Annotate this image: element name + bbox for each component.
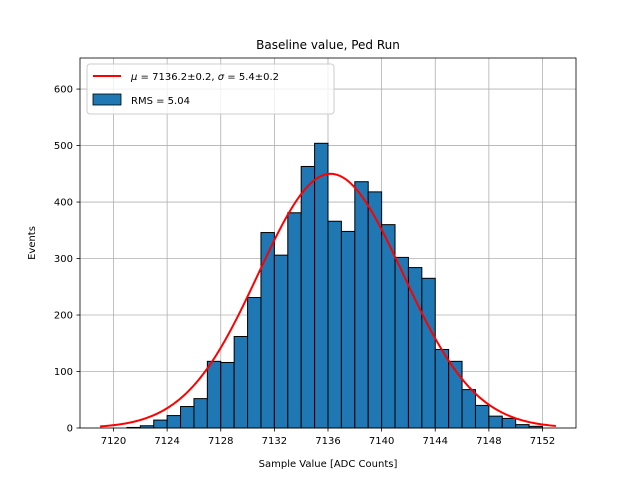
x-axis-label: Sample Value [ADC Counts] <box>259 459 398 470</box>
y-axis-ticks: 0 100 200 300 400 500 600 <box>54 85 80 435</box>
legend-sigma-symbol: σ <box>218 72 225 83</box>
y-tick-label: 400 <box>54 198 73 209</box>
x-tick-label: 7120 <box>101 436 126 447</box>
histogram-bars <box>126 142 543 429</box>
histogram-bar <box>166 415 182 429</box>
y-tick-label: 300 <box>54 254 73 265</box>
histogram-bar <box>233 335 249 429</box>
histogram-bar <box>273 254 289 429</box>
y-tick-label: 0 <box>67 424 73 435</box>
legend-mu-text: = 7136.2±0.2, <box>137 72 217 83</box>
legend-histogram-swatch <box>92 93 122 106</box>
histogram-bar <box>434 348 450 429</box>
x-tick-label: 7136 <box>315 436 340 447</box>
histogram-bar <box>474 404 490 429</box>
y-tick-label: 500 <box>54 141 73 152</box>
x-tick-label: 7140 <box>369 436 394 447</box>
legend-histogram-label: RMS = 5.04 <box>131 96 190 107</box>
y-tick-label: 100 <box>54 367 73 378</box>
histogram-bar <box>314 142 329 429</box>
x-axis-ticks: 7120 7124 7128 7132 7136 7140 7144 7148 7152 <box>101 428 555 447</box>
x-tick-label: 7148 <box>476 436 501 447</box>
histogram-bar <box>287 212 302 429</box>
legend-box <box>86 63 335 115</box>
x-tick-label: 7128 <box>208 436 233 447</box>
y-tick-label: 200 <box>54 311 73 322</box>
y-tick-label: 600 <box>54 85 73 96</box>
gaussian-fit-curve <box>100 172 556 428</box>
histogram-bar <box>300 165 316 429</box>
legend: μ = 7136.2±0.2, σ = 5.4±0.2 RMS = 5.04 <box>86 63 335 115</box>
x-tick-label: 7132 <box>262 436 287 447</box>
histogram-bar <box>515 424 530 429</box>
x-tick-label: 7152 <box>530 436 555 447</box>
histogram-bar <box>421 277 436 429</box>
legend-sigma-text: = 5.4±0.2 <box>224 72 279 83</box>
histogram-bar <box>354 181 369 429</box>
y-axis-label: Events <box>27 226 38 260</box>
histogram-bar <box>193 398 208 429</box>
x-tick-label: 7124 <box>154 436 179 447</box>
histogram-bar <box>488 415 503 429</box>
legend-mu-symbol: μ <box>130 72 137 83</box>
histogram-bar <box>381 224 396 429</box>
legend-fit-label: μ = 7136.2±0.2, σ = 5.4±0.2 <box>130 72 279 83</box>
histogram-bar <box>180 406 195 429</box>
histogram-bar <box>153 419 168 429</box>
histogram-bar <box>327 220 342 429</box>
histogram-bar <box>220 361 235 429</box>
x-tick-label: 7144 <box>423 436 448 447</box>
histogram-bar <box>461 389 476 429</box>
chart-title: Baseline value, Ped Run <box>256 38 400 52</box>
histogram-bar <box>247 297 262 429</box>
histogram-bar <box>206 360 222 429</box>
histogram-bar <box>340 230 356 429</box>
histogram-bar <box>501 417 517 429</box>
